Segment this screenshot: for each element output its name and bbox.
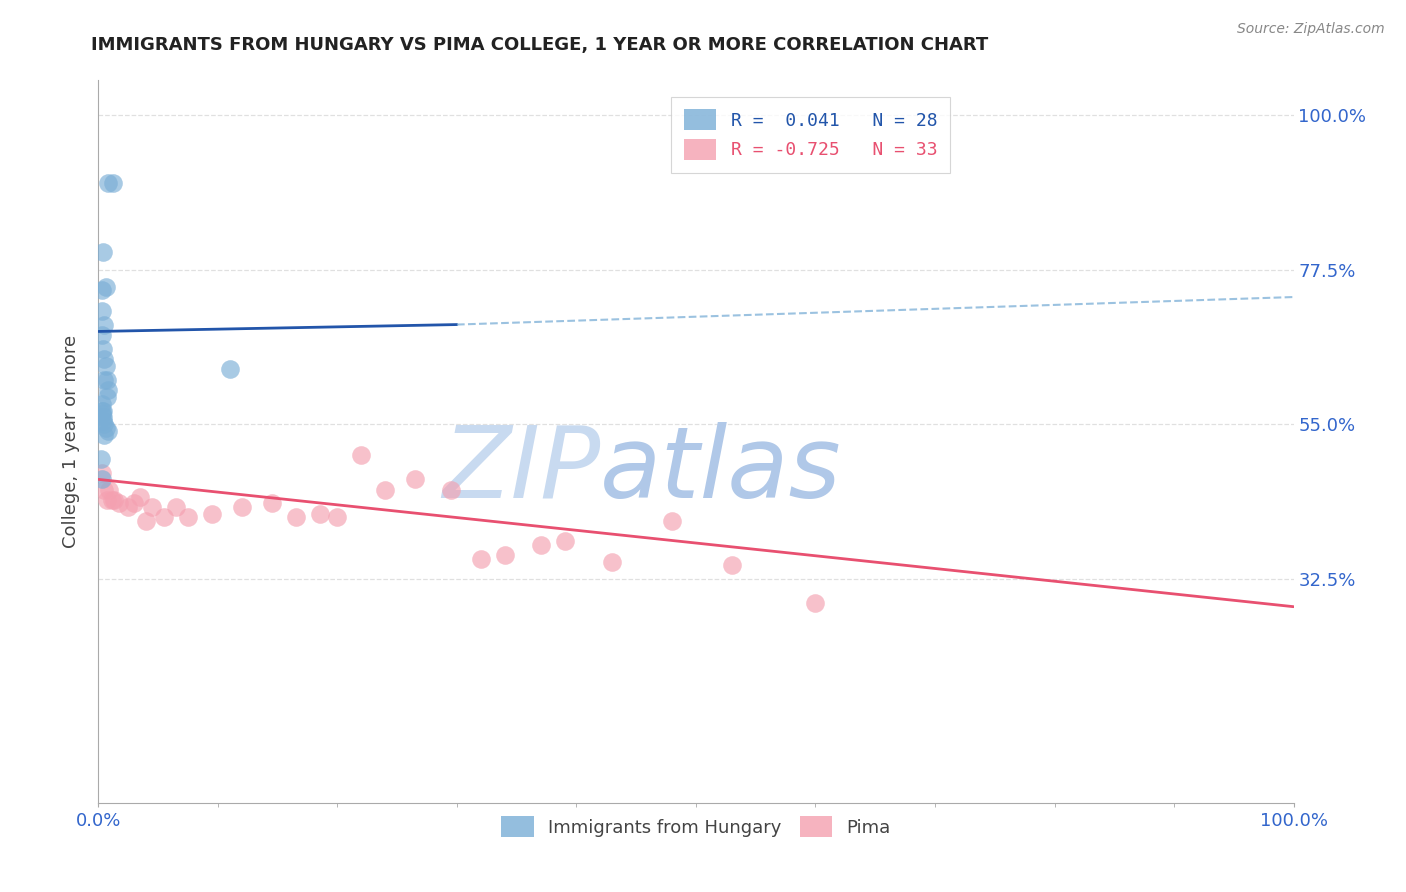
Point xyxy=(101,177,124,191)
Point xyxy=(91,403,114,417)
Point xyxy=(308,507,330,521)
Point xyxy=(97,424,120,438)
Point xyxy=(141,500,163,514)
Point xyxy=(98,483,121,497)
Point xyxy=(107,496,129,510)
Point xyxy=(94,421,117,435)
Point xyxy=(494,548,516,562)
Point xyxy=(404,472,426,486)
Point xyxy=(93,427,115,442)
Point xyxy=(602,555,624,569)
Point xyxy=(93,318,115,332)
Point xyxy=(96,493,118,508)
Point xyxy=(93,417,115,432)
Point xyxy=(177,510,200,524)
Point xyxy=(165,500,187,514)
Point xyxy=(91,414,114,428)
Point xyxy=(91,403,114,417)
Point xyxy=(124,496,146,510)
Point xyxy=(100,493,122,508)
Text: IMMIGRANTS FROM HUNGARY VS PIMA COLLEGE, 1 YEAR OR MORE CORRELATION CHART: IMMIGRANTS FROM HUNGARY VS PIMA COLLEGE,… xyxy=(91,36,988,54)
Point xyxy=(284,510,307,524)
Point xyxy=(201,507,224,521)
Point xyxy=(91,303,114,318)
Point xyxy=(440,483,463,497)
Point xyxy=(231,500,253,514)
Legend: Immigrants from Hungary, Pima: Immigrants from Hungary, Pima xyxy=(494,809,898,845)
Point xyxy=(135,514,157,528)
Text: ZIP: ZIP xyxy=(441,422,600,519)
Point xyxy=(94,279,117,293)
Point xyxy=(470,551,492,566)
Point xyxy=(94,359,117,373)
Point xyxy=(96,390,118,404)
Point xyxy=(374,483,396,497)
Point xyxy=(554,534,576,549)
Point xyxy=(93,373,115,387)
Point xyxy=(91,407,114,421)
Point xyxy=(96,373,118,387)
Point xyxy=(129,490,152,504)
Point xyxy=(91,466,114,480)
Point xyxy=(90,451,112,466)
Point xyxy=(91,410,114,425)
Text: atlas: atlas xyxy=(600,422,842,519)
Point xyxy=(91,283,114,297)
Point xyxy=(91,472,114,486)
Point xyxy=(91,342,114,356)
Point xyxy=(91,397,114,411)
Point xyxy=(117,500,139,514)
Point xyxy=(91,327,114,342)
Point xyxy=(326,510,349,524)
Point xyxy=(93,351,115,366)
Point xyxy=(97,383,120,397)
Text: Source: ZipAtlas.com: Source: ZipAtlas.com xyxy=(1237,22,1385,37)
Point xyxy=(103,493,125,508)
Point xyxy=(530,538,553,552)
Point xyxy=(661,514,683,528)
Y-axis label: College, 1 year or more: College, 1 year or more xyxy=(62,335,80,548)
Point xyxy=(153,510,176,524)
Point xyxy=(260,496,283,510)
Point xyxy=(804,596,827,610)
Point xyxy=(91,245,114,260)
Point xyxy=(97,177,120,191)
Point xyxy=(350,448,373,462)
Point xyxy=(93,483,115,497)
Point xyxy=(219,362,242,376)
Point xyxy=(721,558,744,573)
